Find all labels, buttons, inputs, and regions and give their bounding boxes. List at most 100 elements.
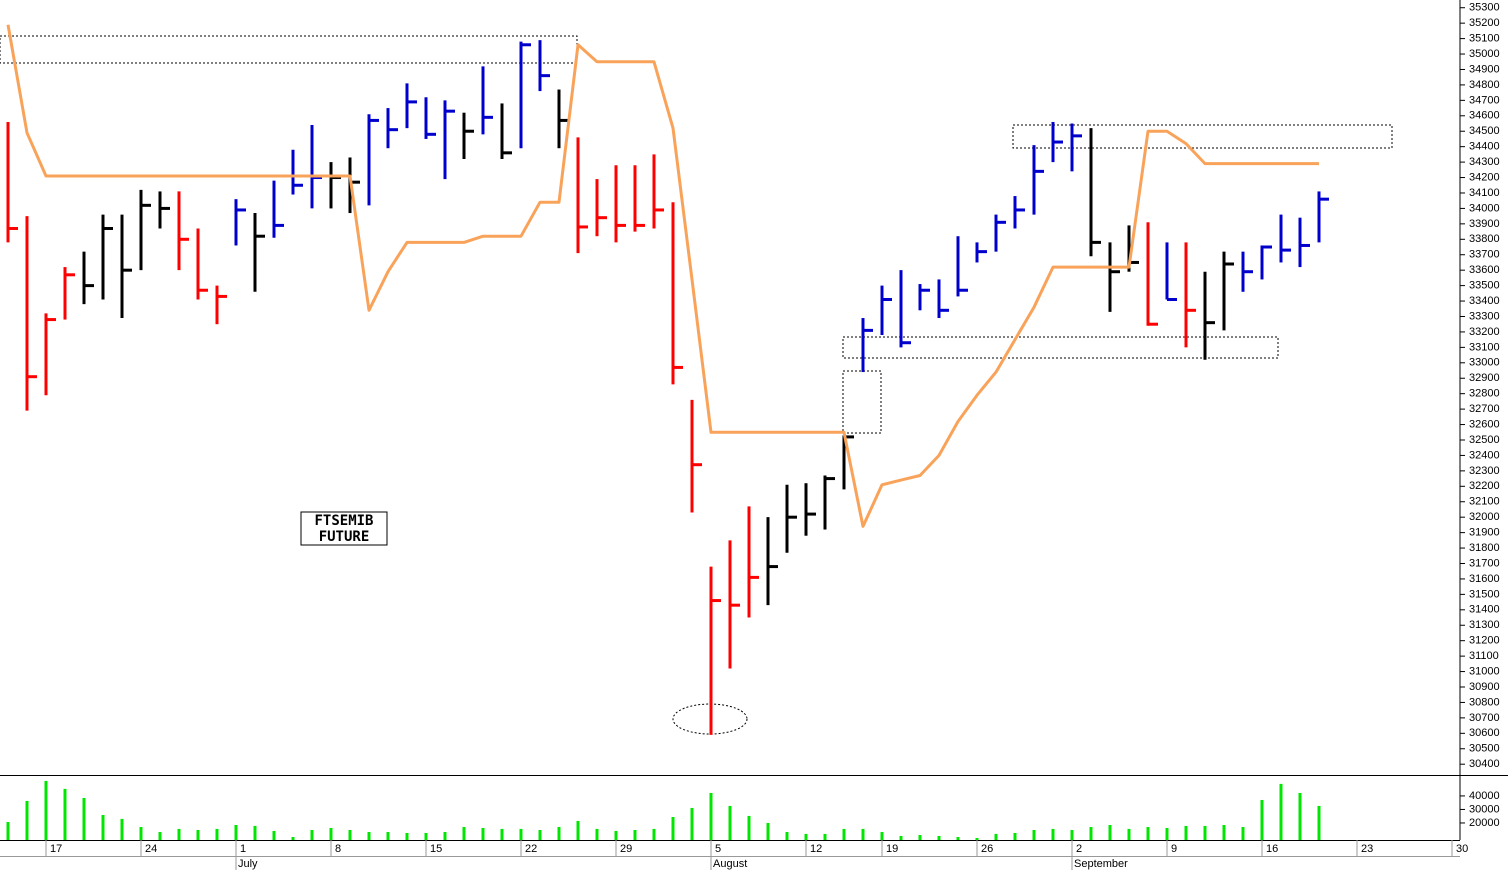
y-tick-label: 34500 [1469,125,1500,137]
indicator-line [6,24,1319,528]
y-tick-label: 34300 [1469,156,1500,168]
y-tick-label: 31100 [1469,650,1499,662]
y-tick-label: 32600 [1469,418,1500,430]
volume-bar [253,825,257,840]
y-tick-label: 33800 [1469,233,1500,245]
volume-bar [367,832,371,840]
volume-bar [386,832,390,840]
volume-bar [481,827,485,840]
volume-bar [1279,783,1283,840]
volume-bar [652,828,656,840]
y-tick-label: 32300 [1469,465,1500,477]
volume-bar [519,828,523,840]
y-tick-label: 33100 [1469,341,1500,353]
volume-bar [1222,824,1226,840]
x-tick-label: 17 [50,843,62,855]
annotation: FUTURE [319,529,370,545]
y-tick-label: 34200 [1469,171,1500,183]
volume-bar [899,835,903,840]
volume-bar [500,828,504,840]
y-tick-label: 31000 [1469,665,1500,677]
y-tick-label: 30500 [1469,743,1500,755]
month-label: August [713,858,747,870]
y-tick-label: 31700 [1469,557,1500,569]
y-tick-label: 32400 [1469,449,1500,461]
volume-bar [1241,827,1245,840]
x-tick-label: 16 [1266,843,1278,855]
y-tick-label: 33300 [1469,310,1500,322]
volume-bar [1260,799,1264,840]
x-tick-label: 8 [335,843,341,855]
volume-bar [177,828,181,840]
x-tick-label: 9 [1171,843,1177,855]
volume-bar [120,818,124,840]
volume-bar [1165,827,1169,840]
y-tick-label: 34900 [1469,63,1500,75]
y-tick-label: 31300 [1469,619,1500,631]
range-box [0,35,578,64]
volume-bar [785,832,789,840]
x-tick-label: 19 [886,843,898,855]
y-tick-label: 31200 [1469,635,1500,647]
volume-bar [1127,828,1131,840]
range-box [1012,124,1393,149]
y-tick-label: 32100 [1469,496,1500,508]
volume-bar [63,788,67,840]
volume-bar [557,827,561,840]
x-tick-label: 26 [981,843,993,855]
y-tick-label: 32200 [1469,480,1500,492]
volume-bar [1298,792,1302,840]
x-tick-label: 5 [715,843,721,855]
y-tick-label: 31800 [1469,542,1500,554]
y-tick-label: 32500 [1469,434,1500,446]
x-tick-label: 15 [430,843,442,855]
volume-bar [1032,829,1036,840]
volume-bar [1051,828,1055,840]
gap-box [842,370,882,434]
volume-bar [975,837,979,840]
y-tick-label: 32700 [1469,403,1500,415]
y-tick-label: 32000 [1469,511,1500,523]
volume-bar [101,814,105,840]
y-tick-label: 30600 [1469,727,1500,739]
x-tick-label: 23 [1361,843,1373,855]
volume-bar [215,828,219,840]
volume-bar [82,797,86,840]
y-tick-label: 34800 [1469,79,1500,91]
y-tick-label: 34600 [1469,110,1500,122]
volume-bar [348,829,352,840]
x-tick-label: 12 [810,843,822,855]
volume-bar [443,832,447,840]
month-label: July [238,858,258,870]
volume-bar [1146,827,1150,840]
volume-bar [291,837,295,840]
volume-bar [614,830,618,840]
volume-bar [1108,824,1112,840]
volume-bar [994,833,998,840]
volume-bar [690,807,694,840]
volume-bar [595,828,599,840]
volume-bar [918,834,922,840]
y-tick-label: 34100 [1469,187,1500,199]
volume-bar [728,805,732,840]
volume-bar [272,830,276,840]
y-tick-label: 35100 [1469,33,1500,45]
y-tick-label: 33200 [1469,326,1500,338]
label-box [300,511,388,546]
volume-bar [861,828,865,840]
range-box [842,336,1279,359]
volume-bar [158,832,162,840]
volume-bar [1089,827,1093,840]
volume-bar [1184,825,1188,840]
volume-bar [196,829,200,840]
y-tick-label: 30000 [1469,803,1500,815]
y-tick-label: 30700 [1469,712,1500,724]
volume-bar [937,835,941,840]
volume-bar [1317,805,1321,840]
volume-bar [538,829,542,840]
y-tick-label: 33500 [1469,280,1500,292]
y-tick-label: 31400 [1469,604,1500,616]
volume-bar [44,780,48,840]
